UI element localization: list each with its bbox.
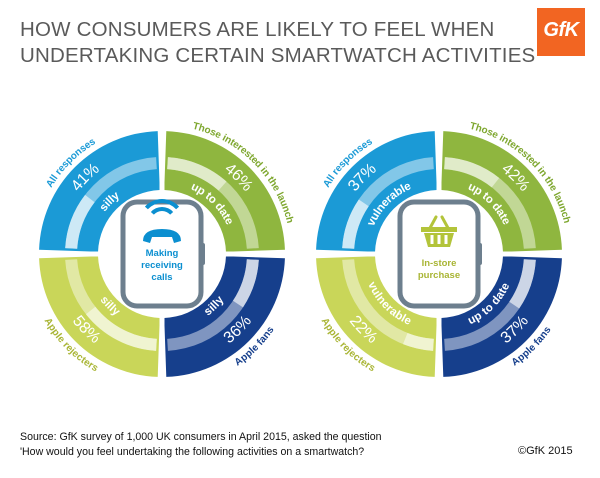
activity-label-line: Making: [146, 248, 179, 259]
value-band-fill-apple-rejecters: [85, 306, 157, 351]
source-text: Source: GfK survey of 1,000 UK consumers…: [20, 431, 382, 443]
question-text: 'How would you feel undertaking the foll…: [20, 446, 365, 458]
gfk-logo-text: GfK: [543, 19, 579, 41]
value-band-fill-those-interested-in-the-launch: [444, 157, 500, 188]
basket-slot: [437, 235, 441, 244]
shopping-basket-icon: [421, 215, 457, 247]
phone-icon: [143, 199, 181, 243]
value-band-fill-all-responses: [65, 194, 95, 249]
basket-slot: [430, 235, 434, 244]
phone-handset: [143, 229, 181, 243]
basket-slot: [444, 235, 448, 244]
basket-rim: [421, 227, 457, 232]
value-band-fill-those-interested-in-the-launch: [167, 157, 227, 191]
value-band-fill-apple-rejecters: [403, 332, 434, 351]
activity-label-line: In-store: [422, 258, 457, 269]
activity-label-line: purchase: [418, 270, 460, 281]
watch-crown: [199, 243, 205, 265]
basket-handle: [428, 215, 450, 230]
gfk-logo: GfK: [537, 8, 585, 56]
phone-wave-inner: [150, 207, 174, 215]
value-band-fill-apple-fans: [232, 259, 259, 308]
value-band-fill-all-responses: [342, 199, 369, 249]
title-line-1: HOW CONSUMERS ARE LIKELY TO FEEL WHEN: [20, 18, 495, 41]
value-band-fill-apple-fans: [509, 259, 536, 309]
source-note: Source: GfK survey of 1,000 UK consumers…: [20, 430, 382, 460]
watch-crown: [476, 243, 482, 265]
chart-title: HOW CONSUMERS ARE LIKELY TO FEEL WHEN UN…: [20, 17, 540, 69]
watch-frame: [397, 199, 481, 309]
title-line-2: UNDERTAKING CERTAIN SMARTWATCH ACTIVITIE…: [20, 44, 536, 67]
phone-wave-outer: [144, 199, 180, 210]
copyright: ©GfK 2015: [518, 445, 573, 457]
activity-label-line: calls: [151, 272, 172, 283]
activity-label-line: receiving: [141, 260, 183, 271]
